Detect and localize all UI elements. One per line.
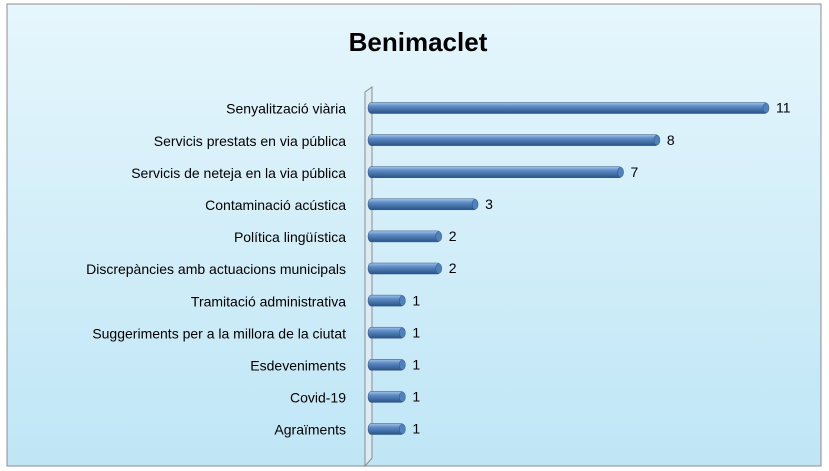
category-label: Agraïments: [274, 422, 346, 438]
bar: [367, 230, 441, 243]
bar-cap: [399, 295, 406, 306]
bar: [367, 326, 405, 339]
bar-cap: [471, 199, 479, 210]
value-label: 1: [412, 292, 420, 308]
category-label: Suggeriments per a la millora de la ciut…: [92, 325, 346, 341]
bar: [367, 359, 405, 371]
value-label: 7: [631, 164, 639, 180]
value-label: 1: [412, 421, 420, 437]
category-label: Servicis de neteja en la via pública: [131, 165, 346, 181]
bar-cap: [762, 102, 770, 114]
bar-cap: [653, 134, 661, 146]
bar: [367, 102, 769, 114]
category-label: Discrepàncies amb actuacions municipals: [86, 261, 346, 277]
value-label: 1: [412, 389, 420, 405]
bar: [367, 294, 405, 307]
bar-cap: [399, 423, 406, 435]
value-label: 11: [776, 100, 791, 116]
bar-cap: [435, 231, 442, 242]
category-label: Senyalització viària: [226, 101, 346, 117]
value-label: 8: [667, 132, 675, 148]
bar-cap: [399, 327, 406, 338]
category-label: Tramitació administrativa: [191, 293, 346, 309]
value-label: 1: [412, 357, 420, 373]
category-label: Covid-19: [290, 390, 346, 406]
value-label: 1: [412, 324, 420, 340]
bar: [367, 198, 478, 211]
value-label: 2: [449, 228, 457, 244]
bar-cap: [399, 359, 406, 371]
bar: [367, 391, 405, 403]
bar: [367, 262, 441, 275]
chart-title: Benimaclet: [349, 27, 488, 57]
category-label: Política lingüística: [234, 229, 346, 245]
bar-cap: [399, 391, 406, 403]
value-label: 3: [485, 196, 493, 212]
category-label: Contaminació acústica: [205, 197, 346, 213]
bar-cap: [435, 263, 442, 274]
bar: [367, 166, 623, 178]
category-label: Servicis prestats en via pública: [154, 133, 346, 149]
category-label: Esdeveniments: [250, 358, 346, 374]
bar-cap: [617, 166, 624, 178]
bar: [367, 134, 660, 146]
axis-wall: [364, 86, 373, 468]
value-label: 2: [449, 260, 457, 276]
bar: [367, 423, 405, 435]
